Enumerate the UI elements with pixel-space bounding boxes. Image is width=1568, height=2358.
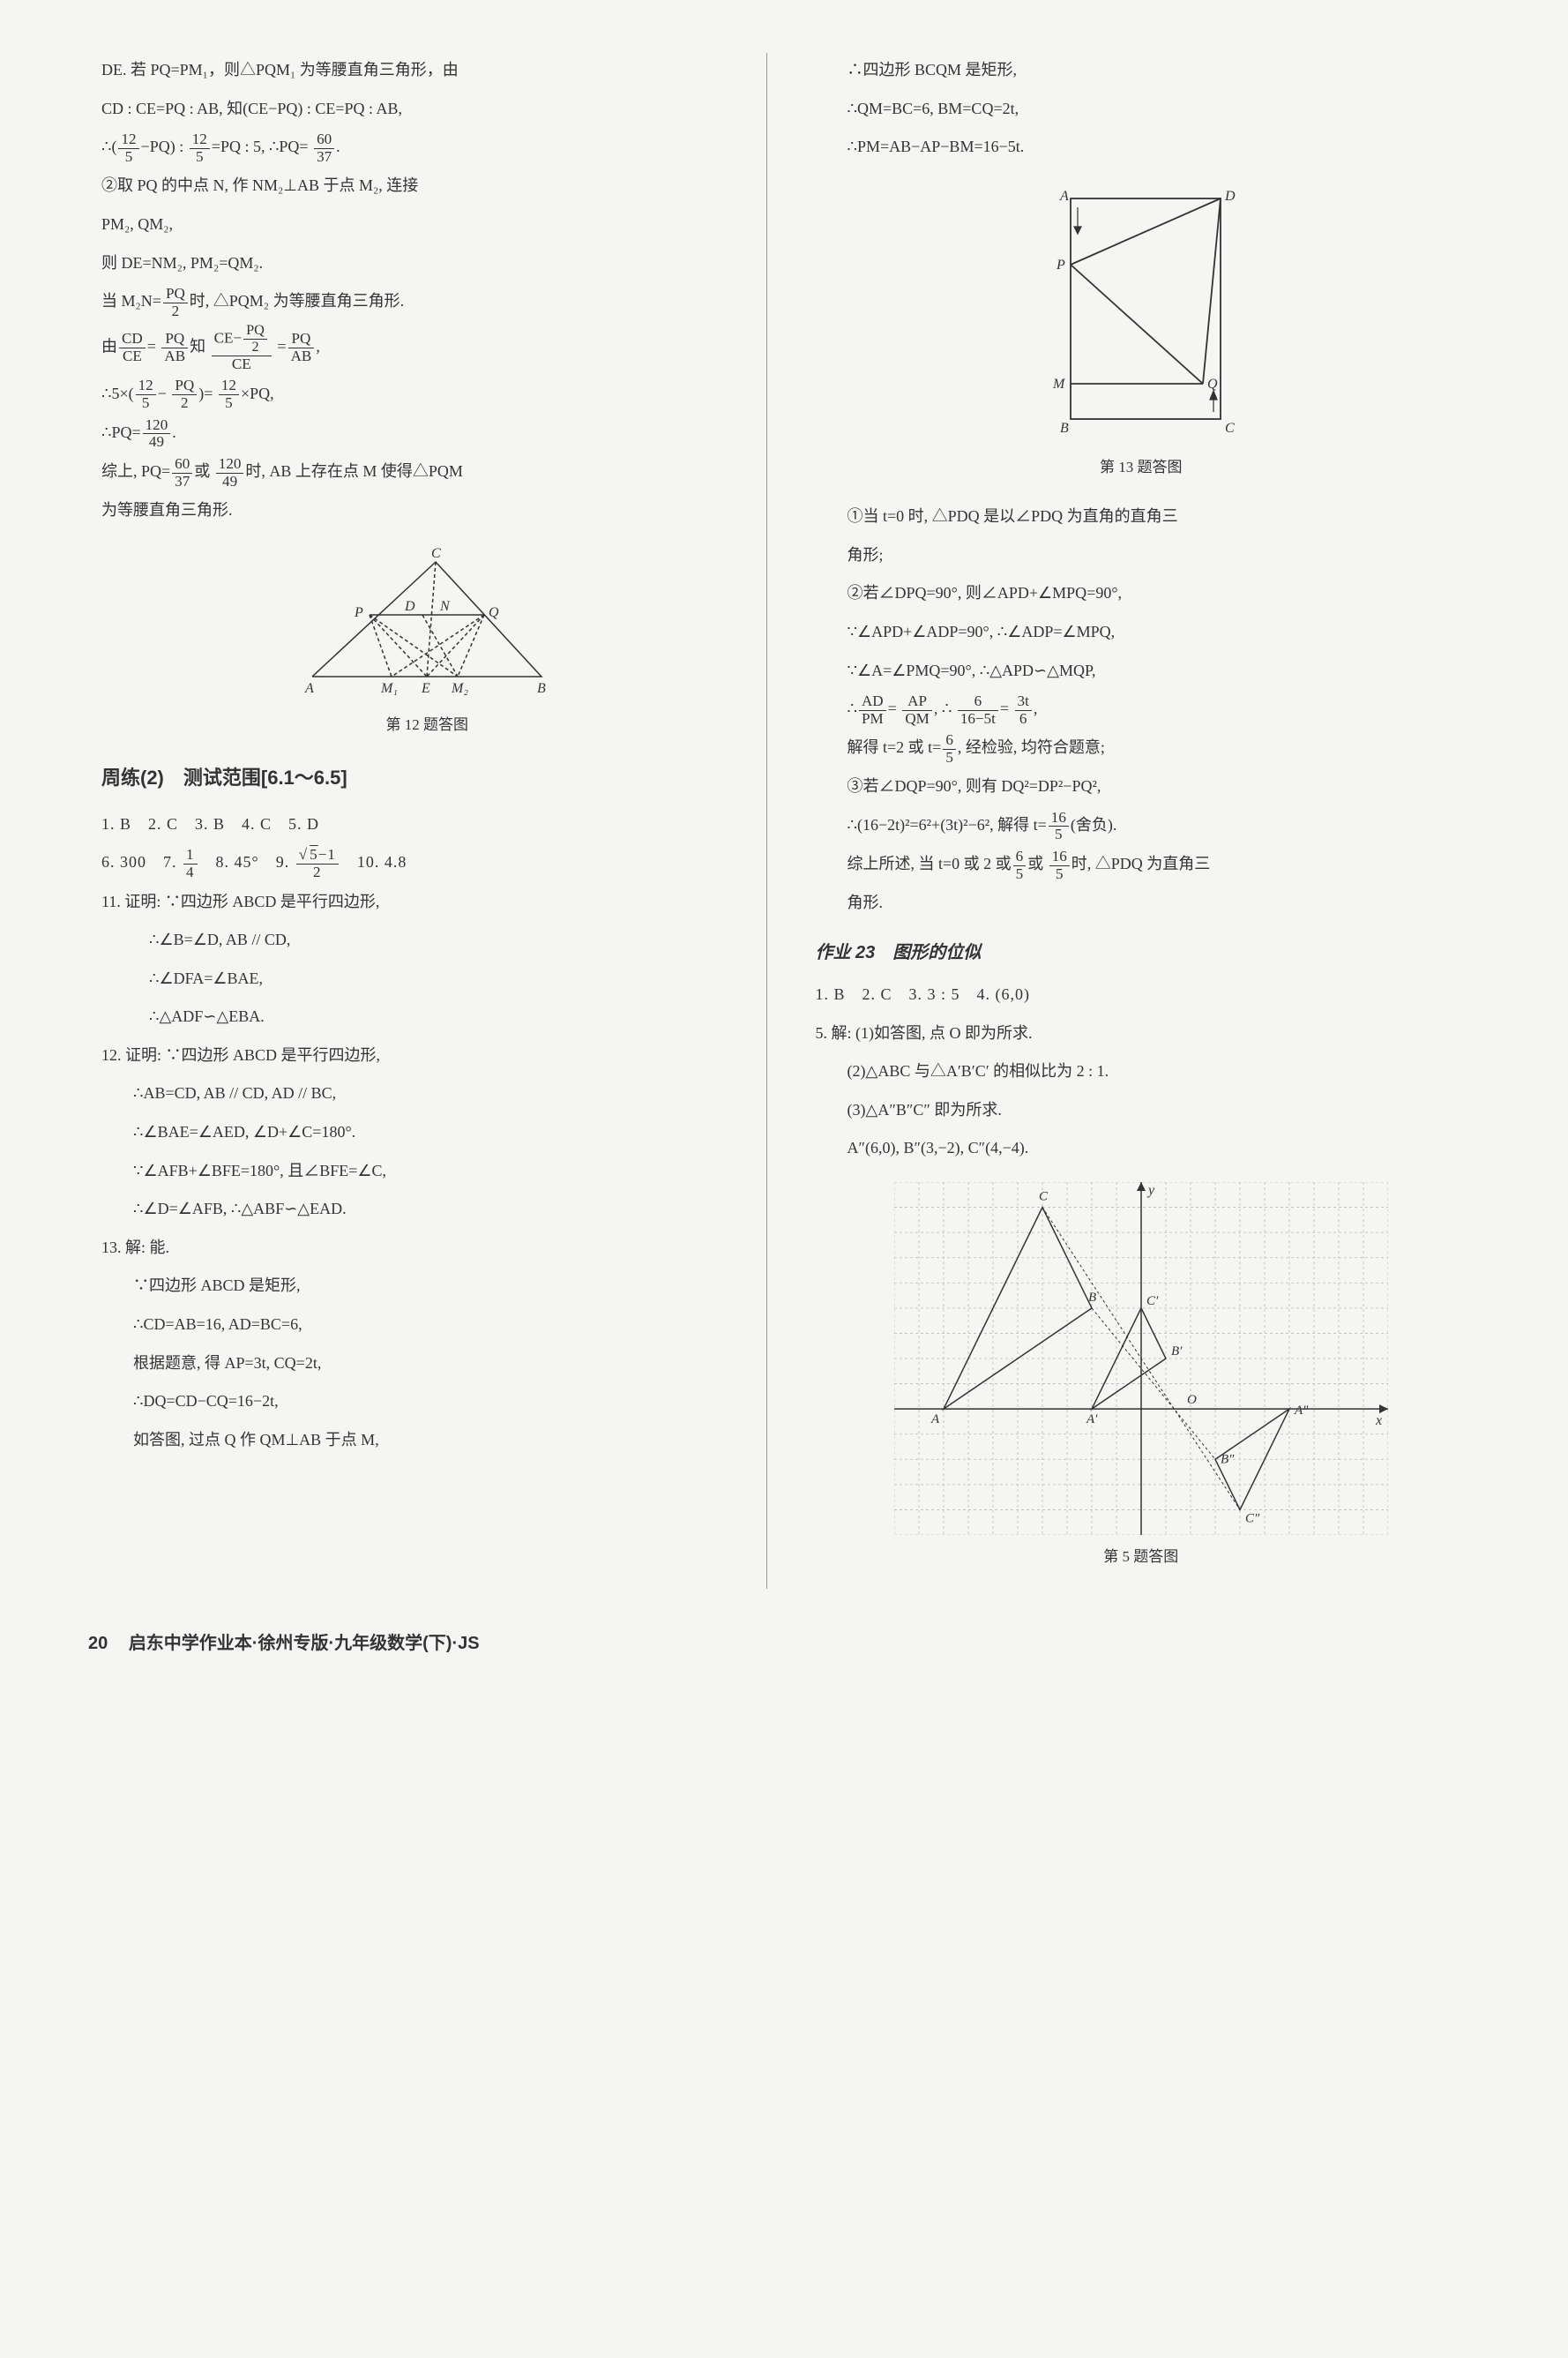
svg-text:B: B bbox=[1088, 1291, 1096, 1305]
svg-text:M₁: M₁ bbox=[380, 681, 398, 696]
q13: 13. 解: 能. bbox=[101, 1231, 753, 1266]
svg-text:B′: B′ bbox=[1171, 1344, 1183, 1359]
fig12-caption: 第 12 题答图 bbox=[101, 708, 753, 741]
q13: ∴CD=AB=16, AD=BC=6, bbox=[101, 1307, 753, 1343]
text-line: 为等腰直角三角形. bbox=[101, 493, 753, 528]
svg-text:E: E bbox=[421, 681, 430, 696]
q11: 11. 证明: ∵四边形 ABCD 是平行四边形, bbox=[101, 885, 753, 920]
fig5-caption: 第 5 题答图 bbox=[816, 1540, 1467, 1573]
text-line: 由CDCE= PQAB知 CE−PQ2CE =PQAB, bbox=[101, 323, 753, 373]
svg-text:A″: A″ bbox=[1294, 1404, 1309, 1418]
fig13-svg: A D P M Q B C bbox=[1027, 181, 1256, 445]
q12: ∴∠D=∠AFB, ∴△ABF∽△EAD. bbox=[101, 1192, 753, 1227]
svg-text:B: B bbox=[1060, 421, 1069, 436]
footer-text: 启东中学作业本·徐州专版·九年级数学(下)·JS bbox=[129, 1634, 480, 1653]
text-line: ∴(16−2t)²=6²+(3t)²−6², 解得 t=165(舍负). bbox=[816, 808, 1467, 843]
q11: ∴∠DFA=∠BAE, bbox=[101, 962, 753, 997]
q13: ∴DQ=CD−CQ=16−2t, bbox=[101, 1384, 753, 1419]
svg-text:D: D bbox=[1224, 189, 1236, 204]
fig13-caption: 第 13 题答图 bbox=[816, 451, 1467, 483]
figure-5: x y A B C A′ B′ C′ O A″ B″ C″ 第 5 题答图 bbox=[816, 1182, 1467, 1573]
q13: ∵四边形 ABCD 是矩形, bbox=[101, 1269, 753, 1304]
fig12-svg: A B C P Q D N M₁ E M₂ bbox=[286, 544, 568, 703]
figure-12: A B C P Q D N M₁ E M₂ 第 12 题答图 bbox=[101, 544, 753, 741]
text-line: 角形. bbox=[816, 886, 1467, 921]
fig5-svg: x y A B C A′ B′ C′ O A″ B″ C″ bbox=[894, 1182, 1388, 1535]
q11: ∴△ADF∽△EBA. bbox=[101, 999, 753, 1035]
text-line: ③若∠DQP=90°, 则有 DQ²=DP²−PQ², bbox=[816, 769, 1467, 805]
text-line: 综上所述, 当 t=0 或 2 或65或 165时, △PDQ 为直角三 bbox=[816, 847, 1467, 882]
answers: 6. 300 7. 14 8. 45° 9. √5−12 10. 4.8 bbox=[101, 845, 753, 880]
text-line: ∴QM=BC=6, BM=CQ=2t, bbox=[816, 92, 1467, 127]
text-line: ②若∠DPQ=90°, 则∠APD+∠MPQ=90°, bbox=[816, 576, 1467, 611]
text-line: CD : CE=PQ : AB, 知(CE−PQ) : CE=PQ : AB, bbox=[101, 92, 753, 127]
text-line: ∴5×(125− PQ2)= 125×PQ, bbox=[101, 377, 753, 412]
svg-text:Q: Q bbox=[1207, 377, 1218, 392]
text-line: ∴PM=AB−AP−BM=16−5t. bbox=[816, 130, 1467, 165]
q5: (3)△A″B″C″ 即为所求. bbox=[816, 1093, 1467, 1128]
q5: 5. 解: (1)如答图, 点 O 即为所求. bbox=[816, 1016, 1467, 1052]
q5: (2)△ABC 与△A′B′C′ 的相似比为 2 : 1. bbox=[816, 1054, 1467, 1089]
q11: ∴∠B=∠D, AB // CD, bbox=[101, 923, 753, 958]
text-line: ∵∠APD+∠ADP=90°, ∴∠ADP=∠MPQ, bbox=[816, 615, 1467, 650]
text-line: 角形; bbox=[816, 538, 1467, 573]
text-line: 则 DE=NM₂, PM₂=QM₂. bbox=[101, 246, 753, 281]
text-line: 当 M₂N=PQ2时, △PQM₂ 为等腰直角三角形. bbox=[101, 284, 753, 319]
q13: 根据题意, 得 AP=3t, CQ=2t, bbox=[101, 1346, 753, 1381]
q13: 如答图, 过点 Q 作 QM⊥AB 于点 M, bbox=[101, 1423, 753, 1458]
q12: ∵∠AFB+∠BFE=180°, 且∠BFE=∠C, bbox=[101, 1154, 753, 1189]
svg-text:N: N bbox=[439, 599, 451, 614]
right-column: ∴四边形 BCQM 是矩形, ∴QM=BC=6, BM=CQ=2t, ∴PM=A… bbox=[803, 53, 1481, 1589]
text-line: PM₂, QM₂, bbox=[101, 207, 753, 243]
left-column: DE. 若 PQ=PM₁，则△PQM₁ 为等腰直角三角形，由 CD : CE=P… bbox=[88, 53, 767, 1589]
homework-title: 作业 23 图形的位似 bbox=[816, 933, 1467, 972]
text-line: ∴四边形 BCQM 是矩形, bbox=[816, 53, 1467, 88]
svg-text:A′: A′ bbox=[1086, 1412, 1098, 1426]
svg-text:A: A bbox=[304, 681, 314, 696]
q12: ∴AB=CD, AB // CD, AD // BC, bbox=[101, 1076, 753, 1112]
svg-text:M: M bbox=[1052, 377, 1066, 392]
section-title: 周练(2) 测试范围[6.1～6.5] bbox=[101, 757, 753, 799]
svg-text:B: B bbox=[537, 681, 546, 696]
svg-text:O: O bbox=[1187, 1393, 1197, 1407]
text-line: 综上, PQ=6037或 12049时, AB 上存在点 M 使得△PQM bbox=[101, 454, 753, 490]
text-line: ①当 t=0 时, △PDQ 是以∠PDQ 为直角的直角三 bbox=[816, 499, 1467, 535]
svg-text:A: A bbox=[1059, 189, 1069, 204]
svg-text:P: P bbox=[354, 605, 363, 620]
text-line: ∵∠A=∠PMQ=90°, ∴△APD∽△MQP, bbox=[816, 654, 1467, 689]
q5: A″(6,0), B″(3,−2), C″(4,−4). bbox=[816, 1131, 1467, 1166]
text-line: ②取 PQ 的中点 N, 作 NM₂⊥AB 于点 M₂, 连接 bbox=[101, 168, 753, 204]
svg-text:C: C bbox=[1225, 421, 1235, 436]
svg-text:Q: Q bbox=[489, 605, 499, 620]
svg-text:B″: B″ bbox=[1221, 1452, 1235, 1466]
answers: 1. B 2. C 3. 3 : 5 4. (6,0) bbox=[816, 977, 1467, 1013]
page-number: 20 bbox=[88, 1624, 108, 1663]
text-line: ∴(125−PQ) : 125=PQ : 5, ∴PQ= 6037. bbox=[101, 130, 753, 165]
q12: 12. 证明: ∵四边形 ABCD 是平行四边形, bbox=[101, 1038, 753, 1074]
svg-text:C″: C″ bbox=[1245, 1511, 1260, 1525]
svg-text:C: C bbox=[431, 546, 441, 561]
footer: 20 启东中学作业本·徐州专版·九年级数学(下)·JS bbox=[88, 1624, 1480, 1663]
answers: 1. B 2. C 3. B 4. C 5. D bbox=[101, 807, 753, 842]
figure-13: A D P M Q B C 第 13 题答图 bbox=[816, 181, 1467, 483]
svg-text:D: D bbox=[404, 599, 415, 614]
text-line: ∴ADPM= APQM, ∴ 616−5t= 3t6, bbox=[816, 692, 1467, 727]
svg-text:P: P bbox=[1056, 258, 1065, 273]
svg-text:y: y bbox=[1146, 1183, 1155, 1198]
text-line: 解得 t=2 或 t=65, 经检验, 均符合题意; bbox=[816, 730, 1467, 766]
q12: ∴∠BAE=∠AED, ∠D+∠C=180°. bbox=[101, 1115, 753, 1150]
text-line: ∴PQ=12049. bbox=[101, 415, 753, 451]
svg-text:A: A bbox=[930, 1412, 940, 1426]
page: DE. 若 PQ=PM₁，则△PQM₁ 为等腰直角三角形，由 CD : CE=P… bbox=[88, 53, 1480, 1589]
svg-text:x: x bbox=[1375, 1413, 1382, 1428]
text-line: DE. 若 PQ=PM₁，则△PQM₁ 为等腰直角三角形，由 bbox=[101, 53, 753, 88]
svg-text:C: C bbox=[1039, 1190, 1049, 1204]
svg-text:M₂: M₂ bbox=[451, 681, 468, 696]
svg-text:C′: C′ bbox=[1146, 1294, 1159, 1308]
